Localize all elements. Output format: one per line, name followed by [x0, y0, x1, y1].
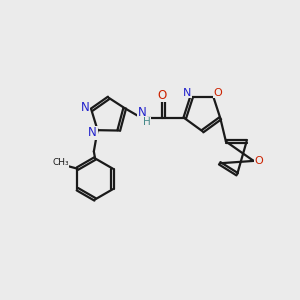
Text: N: N — [88, 126, 97, 139]
Text: N: N — [183, 88, 191, 98]
Text: H: H — [143, 117, 151, 127]
Text: O: O — [214, 88, 222, 98]
Text: O: O — [158, 89, 167, 102]
Text: CH₃: CH₃ — [52, 158, 69, 167]
Text: N: N — [81, 101, 89, 114]
Text: N: N — [138, 106, 146, 119]
Text: O: O — [254, 156, 263, 166]
